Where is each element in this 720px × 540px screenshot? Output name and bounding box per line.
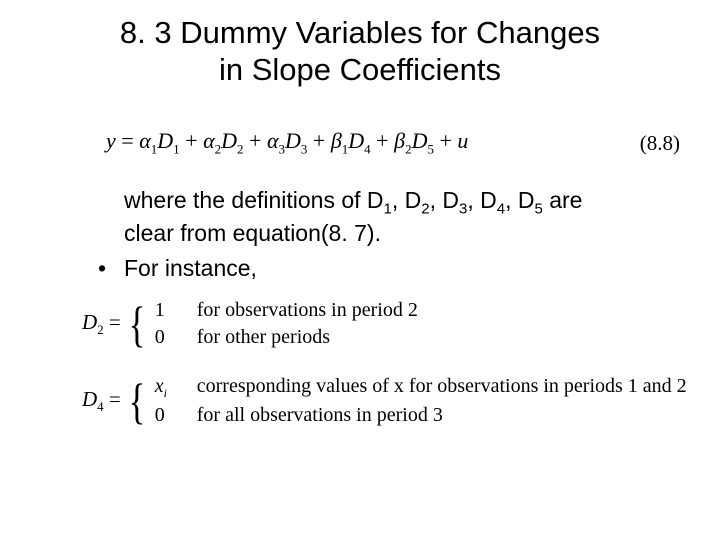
slide-title: 8. 3 Dummy Variables for Changes in Slop… — [20, 14, 700, 88]
bullet-text: For instance, — [124, 254, 257, 283]
d4-lhs: D4 = — [82, 387, 121, 415]
piecewise-area: D2 = { 1 for observations in period 2 0 … — [82, 297, 700, 428]
bullet-dot-icon: • — [84, 254, 124, 283]
brace-icon: { — [125, 381, 149, 421]
d2-case-1: 1 for observations in period 2 — [155, 297, 418, 324]
title-line-1: 8. 3 Dummy Variables for Changes — [120, 15, 600, 50]
piecewise-d2: D2 = { 1 for observations in period 2 0 … — [82, 297, 700, 351]
body-block: where the definitions of D1, D2, D3, D4,… — [84, 186, 670, 284]
bullet-item: • For instance, — [84, 254, 670, 283]
piecewise-d4: D4 = { xi corresponding values of x for … — [82, 373, 700, 428]
slide: 8. 3 Dummy Variables for Changes in Slop… — [0, 0, 720, 540]
brace-icon: { — [125, 304, 149, 344]
d2-case-0: 0 for other periods — [155, 324, 418, 351]
d2-lhs: D2 = — [82, 310, 121, 338]
d4-cases: xi corresponding values of x for observa… — [155, 373, 687, 428]
equation-8-8: y = α1D1 + α2D2 + α3D3 + β1D4 + β2D5 + u — [106, 128, 468, 157]
equation-number: (8.8) — [640, 131, 680, 156]
d4-case-0: 0 for all observations in period 3 — [155, 402, 687, 429]
d2-cases: 1 for observations in period 2 0 for oth… — [155, 297, 418, 351]
title-line-2: in Slope Coefficients — [219, 52, 501, 87]
d4-case-1: xi corresponding values of x for observa… — [155, 373, 687, 401]
where-text: where the definitions of D1, D2, D3, D4,… — [124, 186, 670, 248]
equation-row: y = α1D1 + α2D2 + α3D3 + β1D4 + β2D5 + u… — [106, 128, 680, 157]
